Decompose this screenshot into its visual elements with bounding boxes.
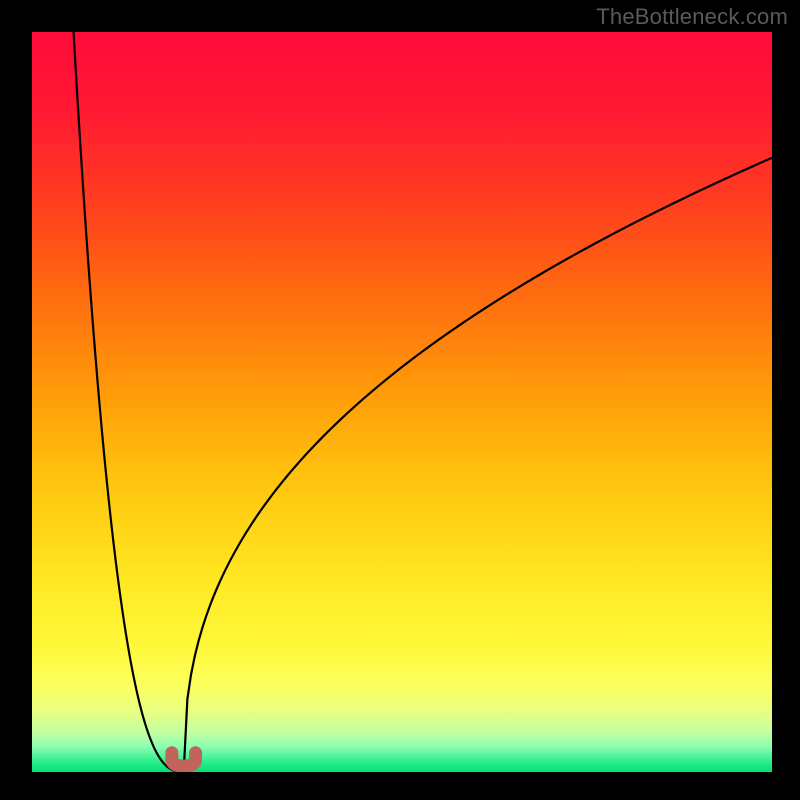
chart-svg [0,0,800,800]
bottleneck-chart: TheBottleneck.com [0,0,800,800]
watermark-text: TheBottleneck.com [596,4,788,30]
plot-gradient-background [32,32,772,772]
